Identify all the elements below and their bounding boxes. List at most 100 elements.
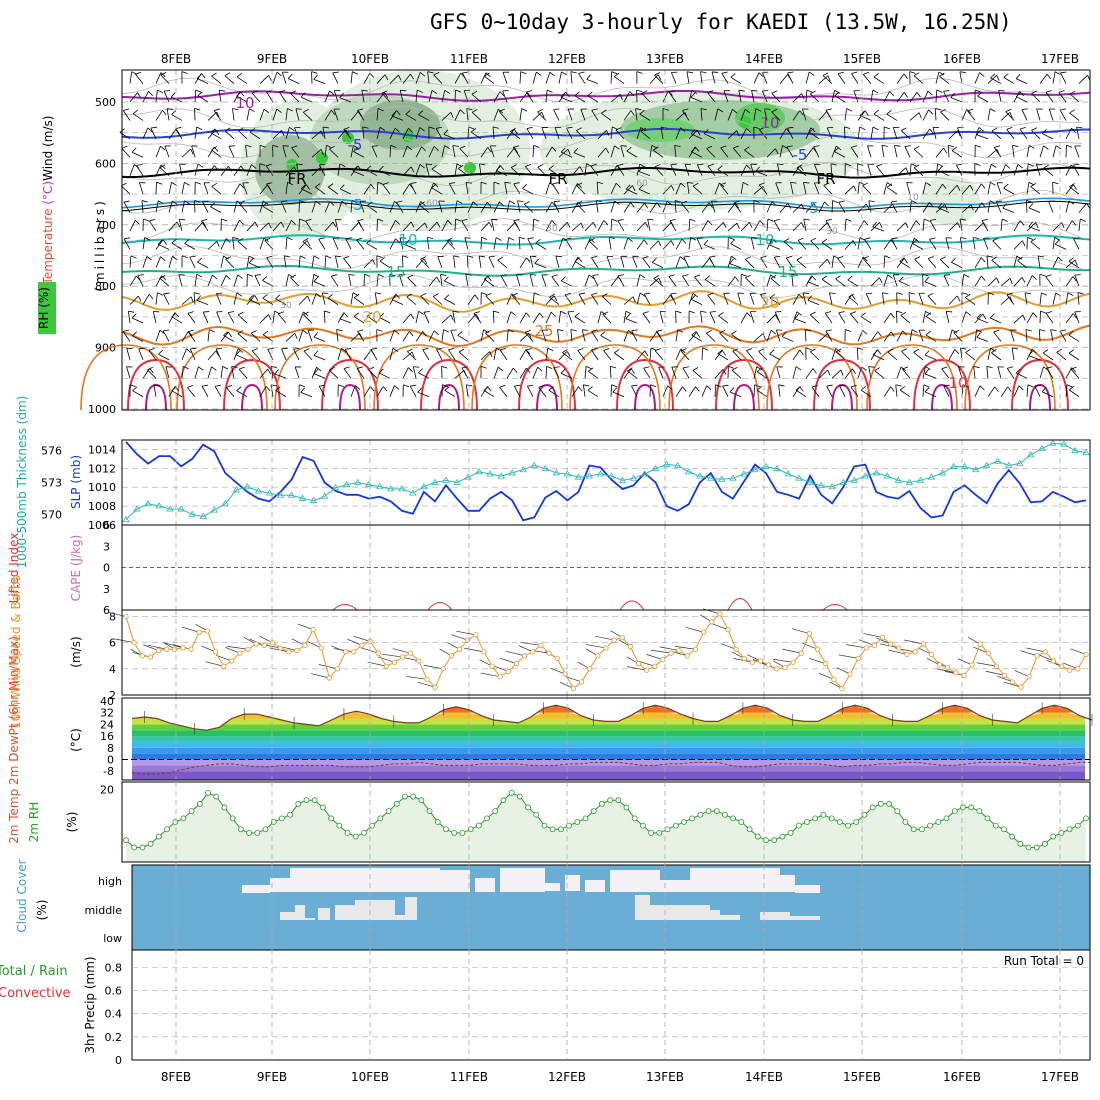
wind-barb bbox=[402, 183, 410, 195]
wind-barb bbox=[363, 183, 372, 195]
wind-barb bbox=[686, 71, 690, 84]
thickness-marker bbox=[674, 461, 682, 468]
wind-barb bbox=[1019, 128, 1028, 140]
wind-barb bbox=[502, 90, 508, 103]
rh-point bbox=[615, 797, 622, 804]
wind-barb-flag bbox=[441, 365, 448, 369]
wind-barb bbox=[376, 274, 379, 287]
wind-barb-flag bbox=[362, 126, 369, 129]
wind-barb-flag bbox=[807, 277, 812, 283]
wind-barb bbox=[573, 152, 586, 158]
wind-barb bbox=[865, 293, 872, 305]
wind-speed-point bbox=[774, 666, 780, 672]
wind-barb-flag bbox=[519, 237, 526, 240]
date-label-top: 10FEB bbox=[351, 52, 389, 66]
wind-barb bbox=[1078, 218, 1081, 231]
wind-barb bbox=[524, 203, 534, 213]
wind-barb bbox=[493, 237, 497, 250]
wind-barb bbox=[574, 316, 586, 324]
wind-barb bbox=[584, 163, 587, 176]
wind-barb bbox=[797, 240, 807, 250]
cloud-unit-label: (%) bbox=[35, 900, 49, 921]
wind-barb-flag bbox=[706, 145, 713, 150]
temp-hot-band bbox=[132, 712, 1092, 719]
wind-barb bbox=[857, 126, 861, 139]
wind-barb-flag bbox=[835, 348, 842, 353]
wind-barb-flag bbox=[951, 257, 956, 263]
wind-barb-flag bbox=[533, 144, 540, 148]
wind-barb-flag bbox=[715, 384, 722, 388]
wind-barb-flag bbox=[940, 256, 946, 260]
wind-barb bbox=[740, 312, 748, 324]
y-tick-label: 3 bbox=[103, 540, 110, 553]
wind-barb bbox=[824, 312, 833, 324]
wind-barb-flag bbox=[1016, 255, 1023, 260]
wind-barb bbox=[898, 280, 911, 287]
wind-barb-flag bbox=[488, 221, 493, 228]
wind-barb-flag bbox=[795, 386, 801, 391]
wind-barb-flag bbox=[903, 73, 908, 79]
wind-barb-flag bbox=[162, 110, 167, 116]
date-label-bottom: 8FEB bbox=[161, 1070, 191, 1084]
thickness-marker bbox=[640, 470, 649, 477]
wind-barb-flag bbox=[644, 222, 649, 228]
wind-barb-flag bbox=[771, 201, 777, 207]
wind-barb bbox=[943, 91, 950, 103]
wind-barb-flag bbox=[232, 108, 239, 111]
wind-barb bbox=[566, 128, 573, 140]
wind-speed-point bbox=[302, 642, 308, 648]
wind-barb-flag bbox=[928, 109, 934, 115]
wind-barb bbox=[636, 274, 641, 287]
wind-barb-flag bbox=[808, 128, 815, 133]
wind-barb-flag bbox=[489, 351, 493, 358]
wind-barb-flag bbox=[692, 367, 699, 371]
wind-barb-flag bbox=[456, 200, 463, 204]
wind-barb-flag bbox=[979, 72, 985, 77]
wind-barb bbox=[465, 182, 469, 195]
wind-barb-flag bbox=[1003, 73, 1009, 78]
wind-barb bbox=[756, 371, 768, 379]
wind-barb-flag bbox=[844, 126, 851, 129]
rh-point bbox=[623, 804, 630, 811]
wind-barb bbox=[700, 108, 703, 121]
wind-barb bbox=[606, 256, 612, 268]
wind-barb-flag bbox=[339, 184, 345, 190]
rh-point bbox=[713, 808, 720, 814]
isotherm-30-orange bbox=[569, 344, 661, 411]
wind-barb bbox=[951, 261, 963, 269]
wind-barb-flag bbox=[899, 257, 905, 262]
wind-barb-flag bbox=[224, 127, 231, 132]
wind-barb-flag bbox=[329, 366, 335, 371]
wind-barb-flag bbox=[290, 90, 297, 94]
wind-barb-flag bbox=[443, 276, 449, 282]
wind-speed-point bbox=[1010, 679, 1016, 685]
wind-barb-flag bbox=[318, 237, 325, 240]
wind-speed-point bbox=[953, 670, 959, 676]
wind-barb bbox=[771, 93, 781, 103]
y-tick-label: 0.6 bbox=[105, 985, 123, 998]
rh-point bbox=[738, 819, 745, 825]
wind-speed-point bbox=[204, 628, 210, 634]
contour-label: 30 bbox=[826, 227, 838, 237]
wind-speed-point bbox=[814, 646, 821, 652]
thickness-marker bbox=[188, 510, 196, 517]
wind-barb-flag bbox=[268, 314, 272, 321]
wind-barb-flag bbox=[229, 145, 236, 147]
wind-barb-flag bbox=[196, 295, 202, 301]
rh-point bbox=[549, 826, 556, 833]
wind-barb-flag bbox=[794, 313, 799, 319]
wind-barb-flag bbox=[662, 108, 669, 111]
wind-barb-flag bbox=[741, 273, 747, 277]
wind-speed-point bbox=[253, 641, 259, 647]
wind-barb-flag bbox=[160, 145, 166, 151]
wind-barb bbox=[896, 167, 907, 176]
wind-barb bbox=[1069, 112, 1080, 121]
wind-barb-flag bbox=[215, 129, 220, 135]
wind-barb bbox=[594, 635, 615, 641]
rh-axis-label: 2m RH bbox=[27, 802, 41, 843]
wind-barb bbox=[142, 256, 148, 268]
wind-barb-flag bbox=[395, 238, 400, 244]
wind-barb-flag bbox=[561, 71, 567, 76]
wind-barb bbox=[480, 351, 490, 361]
wind-barb-flag bbox=[485, 330, 491, 334]
